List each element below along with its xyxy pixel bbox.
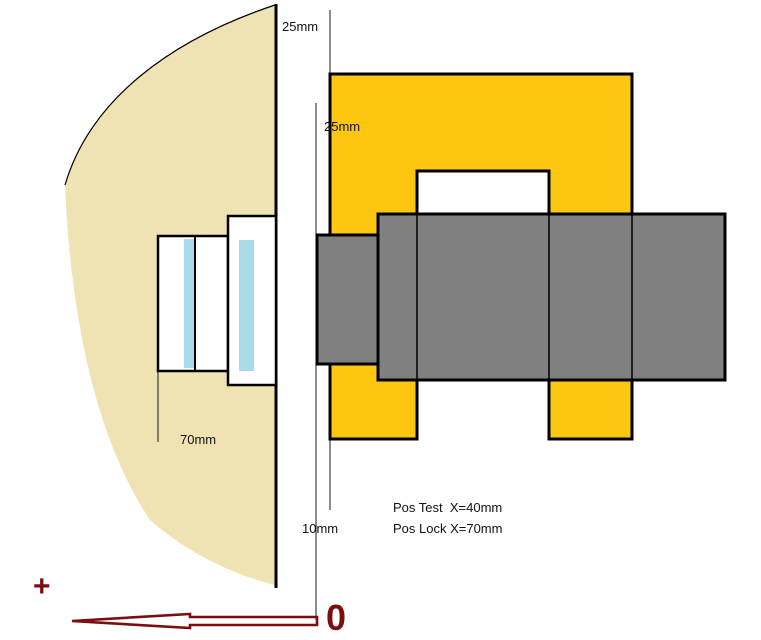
label-pos-test: Pos Test X=40mm (393, 500, 502, 515)
beige-body-outline (64, 4, 276, 186)
plus-sign: + (33, 570, 51, 603)
label-25mm-mid: 25mm (324, 119, 360, 134)
left-arrow-icon (71, 612, 319, 630)
gray-bar (376, 212, 727, 382)
label-pos-lock: Pos Lock X=70mm (393, 521, 502, 536)
label-25mm-top: 25mm (282, 19, 318, 34)
label-10mm: 10mm (302, 521, 338, 536)
zero-mark: 0 (326, 597, 346, 638)
gray-plug (315, 233, 382, 366)
label-70mm: 70mm (180, 432, 216, 447)
left-connector-blue-strip (184, 239, 194, 368)
wall-connector-blue-strip (239, 240, 254, 371)
